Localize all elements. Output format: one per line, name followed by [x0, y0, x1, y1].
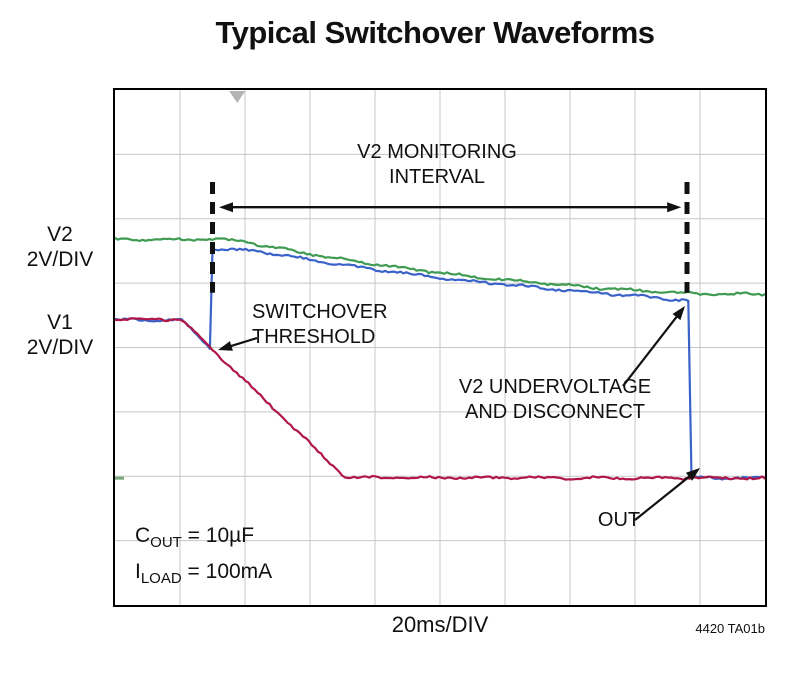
note-cout: COUT = 10µF	[135, 524, 272, 551]
trigger-marker-icon	[229, 91, 246, 103]
note-iload: ILOAD = 100mA	[135, 560, 272, 587]
out-arrow	[634, 472, 695, 521]
v1-axis-label: V1 2V/DIV	[12, 310, 108, 360]
v2-label-scale: 2V/DIV	[26, 248, 94, 271]
x-axis-label: 20ms/DIV	[391, 612, 489, 637]
v2-label-name: V2	[47, 223, 73, 246]
trace-v2	[115, 236, 765, 297]
annotation-monitoring-interval: V2 MONITORING INTERVAL	[357, 141, 517, 188]
interval-arrowhead-left	[219, 202, 233, 213]
interval-arrowhead-right	[667, 202, 682, 213]
v2-undervoltage-arrow	[622, 311, 681, 387]
figure-title: Typical Switchover Waveforms	[215, 15, 655, 50]
oscilloscope-plot: V2 MONITORING INTERVAL SWITCHOVER THRESH…	[113, 88, 767, 607]
switchover-threshold-arrow-head	[218, 341, 233, 351]
trace-v1	[115, 317, 765, 481]
figure-credit: 4420 TA01b	[695, 621, 765, 636]
note-cout-rest: = 10µF	[181, 524, 255, 547]
v2-undervoltage-arrow-head	[672, 306, 685, 321]
test-conditions: COUT = 10µF ILOAD = 100mA	[135, 524, 272, 596]
trace-out	[115, 247, 765, 481]
annotation-out: OUT	[597, 509, 641, 531]
note-cout-base: C	[135, 524, 151, 547]
annotation-switchover-threshold: SWITCHOVER THRESHOLD	[252, 301, 388, 348]
waveform-canvas	[115, 90, 765, 605]
note-cout-sub: OUT	[150, 534, 182, 552]
out-arrow-head	[685, 468, 700, 481]
annotation-v2-undervoltage: V2 UNDERVOLTAGE AND DISCONNECT	[458, 376, 652, 423]
note-iload-sub: LOAD	[140, 570, 182, 588]
note-iload-rest: = 100mA	[181, 560, 273, 584]
v1-label-name: V1	[47, 311, 73, 334]
note-iload-base: I	[135, 560, 141, 584]
v2-axis-label: V2 2V/DIV	[12, 222, 108, 272]
v1-label-scale: 2V/DIV	[26, 336, 94, 359]
